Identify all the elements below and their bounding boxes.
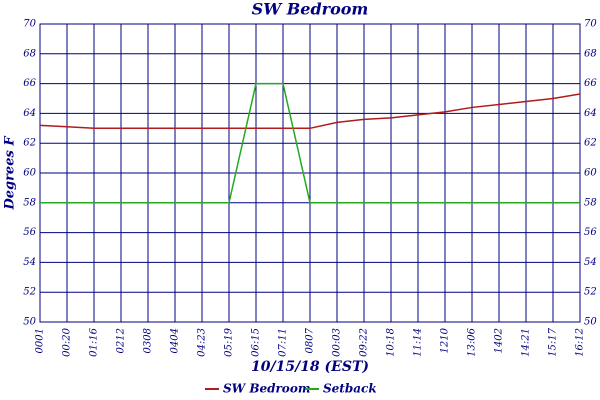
- x-tick-label: 0404: [170, 328, 181, 353]
- x-tick-label: 10:18: [386, 328, 397, 357]
- y-tick-label: 60: [23, 168, 36, 179]
- x-tick-label: 1402: [494, 328, 505, 353]
- y-tick-label: 66: [23, 78, 36, 89]
- x-tick-label: 0807: [305, 327, 316, 353]
- y2-tick-label: 56: [584, 227, 597, 238]
- y-tick-label: 58: [23, 197, 36, 208]
- y2-tick-label: 50: [584, 317, 597, 328]
- x-tick-label: 01:16: [89, 327, 100, 356]
- y-tick-label: 68: [23, 48, 36, 59]
- y2-tick-label: 52: [584, 287, 597, 298]
- x-tick-label: 09:22: [359, 328, 370, 357]
- series-line: [40, 82, 580, 204]
- chart-title: SW Bedroom: [252, 0, 369, 19]
- y2-tick-label: 62: [584, 138, 597, 149]
- x-axis-label: 10/15/18 (EST): [251, 359, 369, 375]
- x-tick-label: 11:14: [413, 328, 424, 357]
- x-tick-label: 05:19: [224, 327, 235, 356]
- x-tick-label: 0212: [116, 328, 127, 353]
- x-tick-label: 06:15: [251, 328, 262, 357]
- series-line: [39, 93, 581, 130]
- y-tick-label: 56: [23, 227, 36, 238]
- x-tick-label: 14:21: [521, 328, 532, 357]
- x-tick-label: 0001: [35, 328, 46, 353]
- y2-tick-label: 68: [584, 48, 597, 59]
- y-tick-label: 70: [23, 19, 36, 30]
- y2-tick-label: 64: [584, 108, 597, 119]
- x-tick-label: 1210: [440, 327, 451, 353]
- y-tick-label: 50: [23, 317, 36, 328]
- y2-tick-label: 60: [584, 168, 597, 179]
- x-tick-label: 13:06: [467, 327, 478, 356]
- x-tick-label: 04:23: [197, 328, 208, 357]
- y-tick-label: 64: [23, 108, 36, 119]
- y2-tick-label: 66: [584, 78, 597, 89]
- y2-tick-label: 54: [584, 257, 597, 268]
- y2-tick-label: 58: [584, 197, 597, 208]
- x-tick-label: 15:17: [548, 327, 559, 356]
- y-tick-label: 54: [23, 257, 36, 268]
- y-tick-label: 62: [23, 138, 36, 149]
- x-tick-label: 16:12: [575, 328, 586, 357]
- y-axis-label: Degrees F: [3, 136, 18, 211]
- x-tick-label: 0308: [143, 328, 154, 353]
- x-tick-label: 07:11: [278, 328, 289, 357]
- legend-label: SW Bedroom: [223, 382, 311, 396]
- y-tick-label: 52: [23, 287, 36, 298]
- x-tick-label: 00:03: [332, 328, 343, 357]
- x-tick-label: 00:20: [62, 327, 73, 356]
- legend-label: Setback: [323, 382, 377, 396]
- y2-tick-label: 70: [584, 19, 597, 30]
